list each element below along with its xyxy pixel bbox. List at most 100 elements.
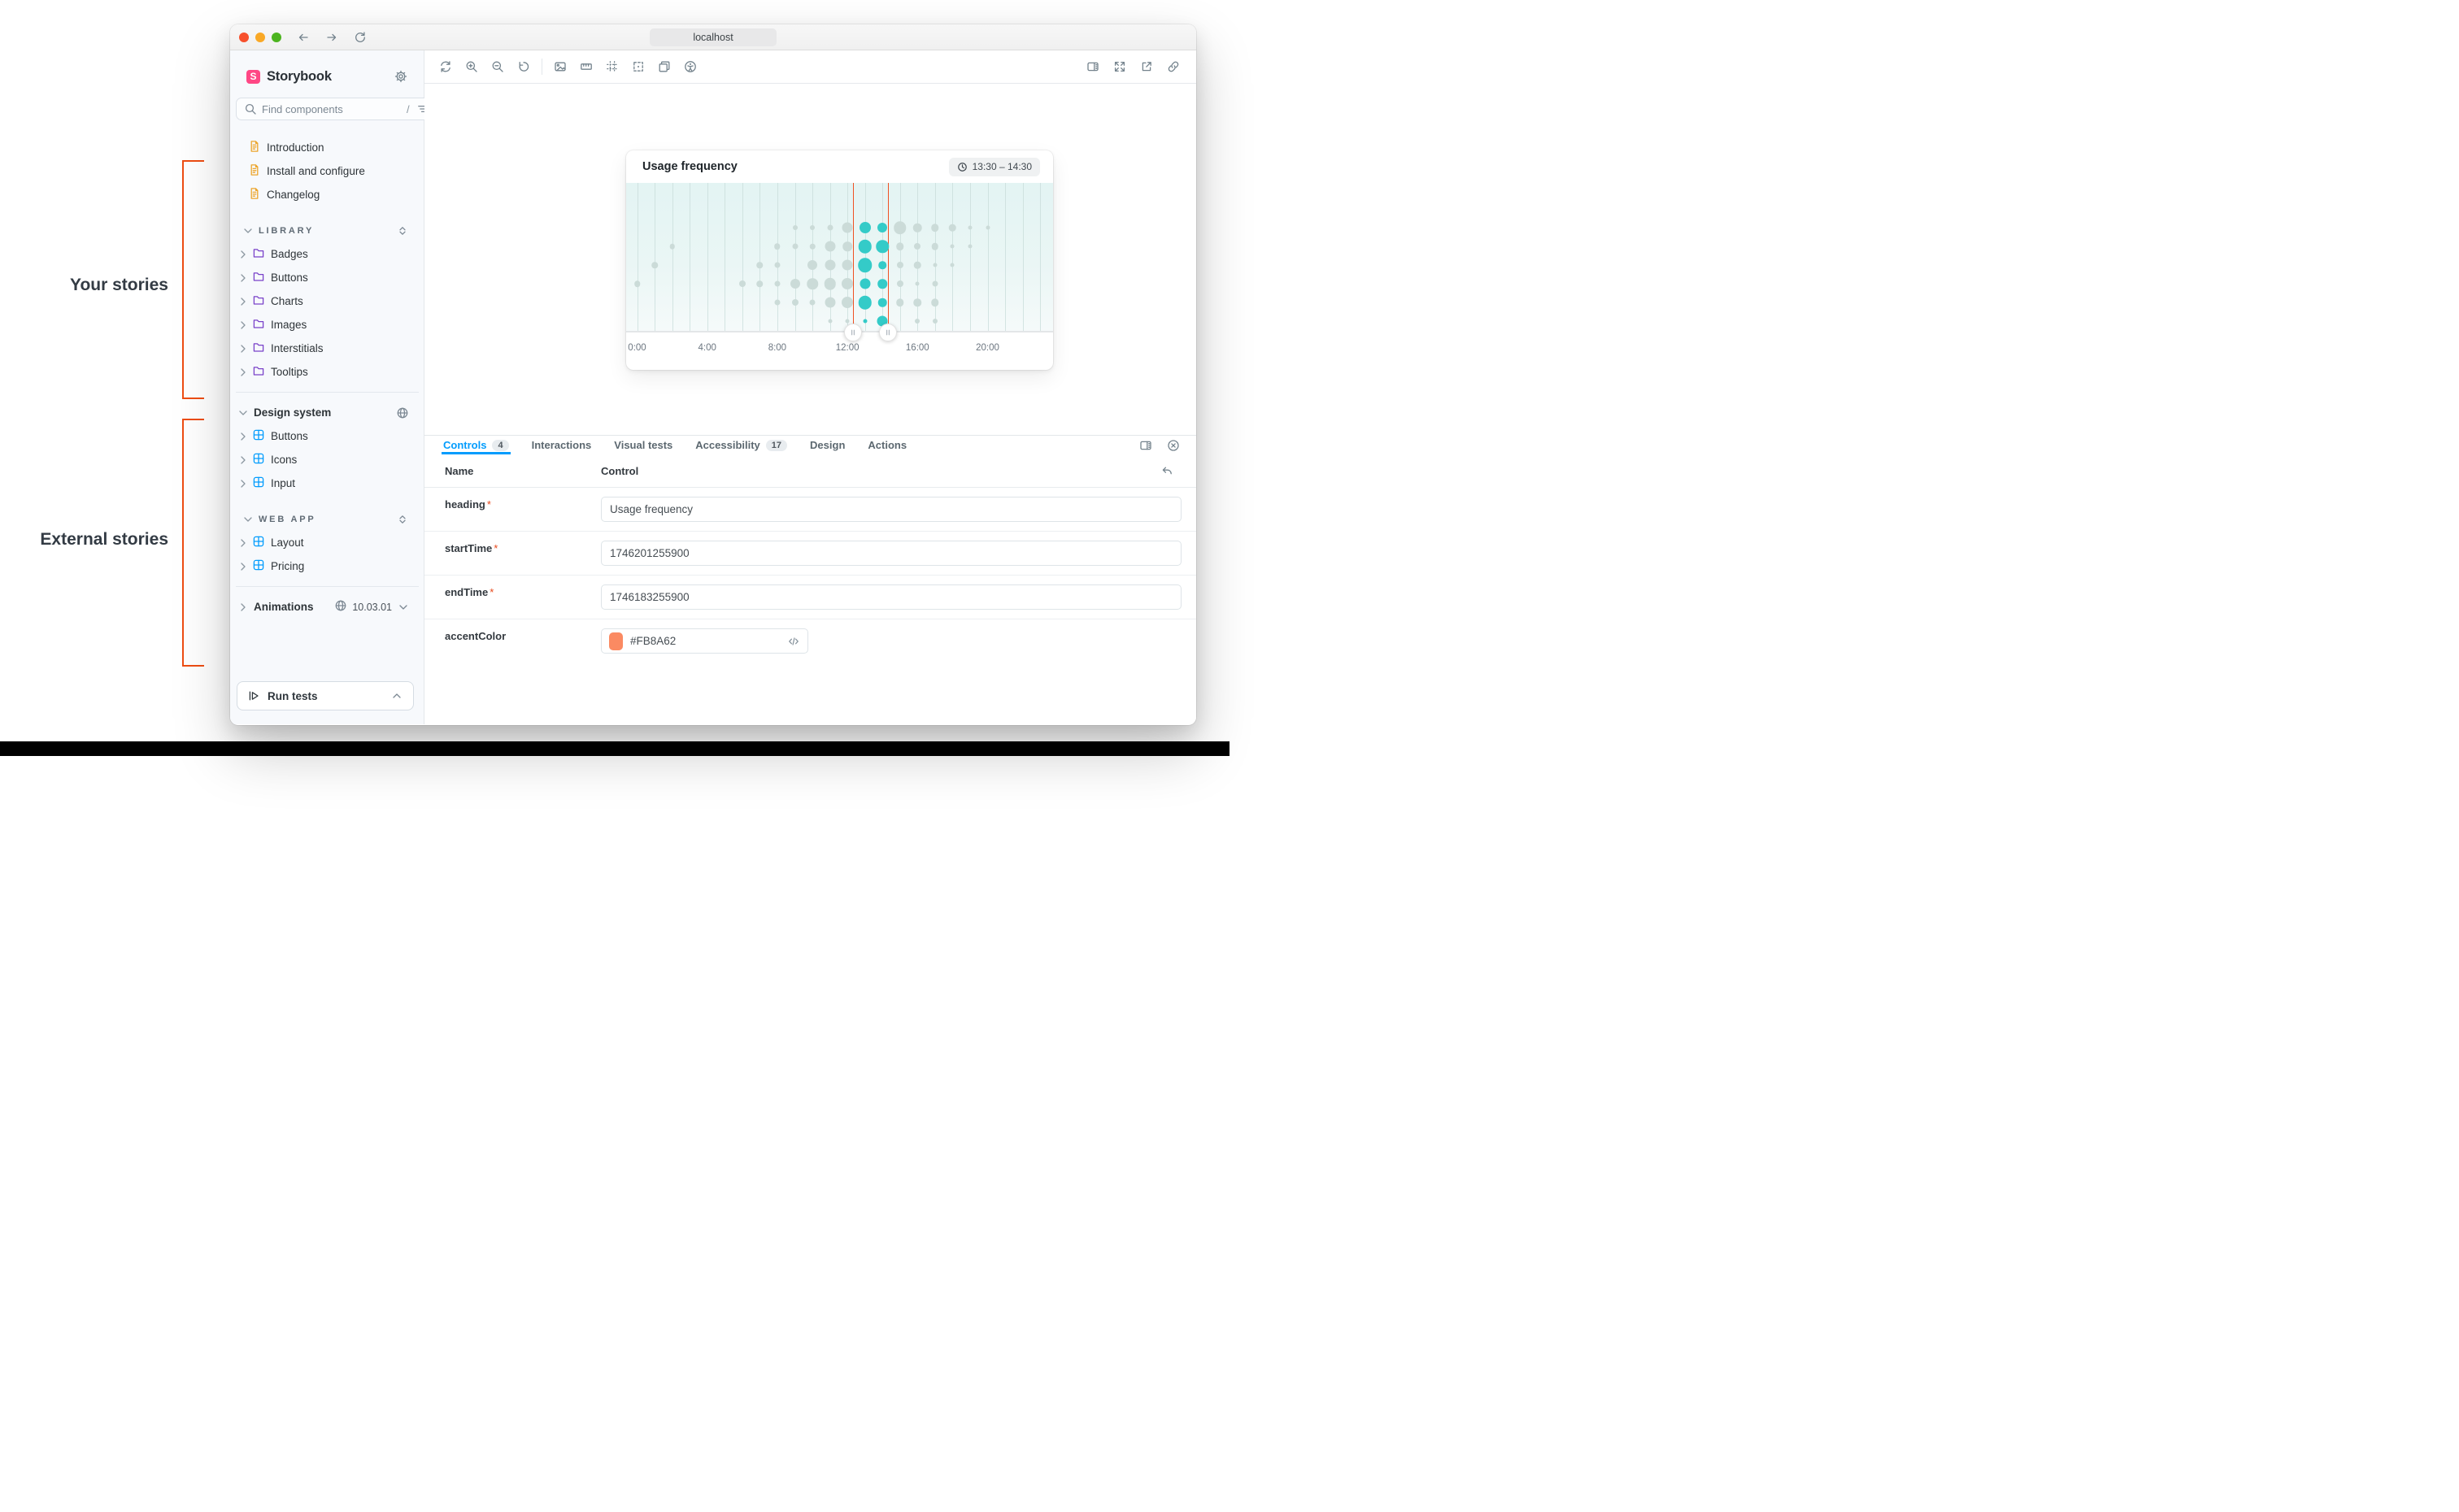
control-row-startTime: startTime * [424, 532, 1196, 576]
address-bar[interactable]: localhost [650, 28, 777, 46]
x-axis: 0:00 4:00 8:00 12:00 16:00 20:00 [626, 332, 1053, 370]
run-tests-button[interactable]: Run tests [237, 681, 414, 710]
bubble [807, 278, 818, 289]
toolbar-zoom-out-button[interactable] [488, 57, 507, 76]
sidebar-component-icons[interactable]: Icons [230, 448, 424, 471]
toolbar-outline-button[interactable] [629, 57, 648, 76]
toolbar-ruler-button[interactable] [577, 57, 596, 76]
bubble [790, 279, 800, 289]
component-icon [252, 535, 265, 548]
browser-forward-button[interactable] [324, 30, 339, 45]
annotation-your-stories: Your stories [70, 276, 168, 294]
selected-bubble [863, 319, 868, 324]
folder-icon [252, 270, 265, 283]
component-icon [252, 428, 265, 441]
sidebar-root-animations[interactable]: Animations 10.03.01 [230, 595, 424, 619]
tab-accessibility[interactable]: Accessibility 17 [695, 436, 788, 454]
globe-button[interactable] [396, 406, 409, 419]
sidebar-folder-badges[interactable]: Badges [230, 242, 424, 266]
sidebar-item-introduction[interactable]: Introduction [230, 136, 424, 159]
sidebar-folder-interstitials[interactable]: Interstitials [230, 337, 424, 360]
tab-design[interactable]: Design [810, 436, 845, 454]
expand-all-button[interactable] [396, 224, 409, 237]
sidebar-folder-images[interactable]: Images [230, 313, 424, 337]
addon-tabs: Controls 4 Interactions Visual tests Acc… [424, 436, 1196, 454]
item-label: Design system [254, 406, 332, 419]
minimize-window-button[interactable] [255, 32, 265, 42]
browser-back-button[interactable] [296, 30, 311, 45]
bubble [932, 280, 938, 287]
search-input[interactable] [262, 102, 405, 115]
close-panel-button[interactable] [1164, 436, 1183, 455]
axis-tick-label: 8:00 [768, 343, 787, 353]
close-window-button[interactable] [239, 32, 249, 42]
range-end-line [887, 183, 890, 331]
toolbar-grid-button[interactable] [603, 57, 622, 76]
toolbar-image-button[interactable] [551, 57, 570, 76]
sidebar-item-install-and-configure[interactable]: Install and configure [230, 159, 424, 183]
bubble [931, 242, 939, 250]
zoom-window-button[interactable] [272, 32, 281, 42]
text-control-endTime[interactable] [601, 584, 1182, 610]
expand-all-button[interactable] [396, 513, 409, 526]
sidebar-root-design-system[interactable]: Design system [230, 401, 424, 424]
sidebar-folder-buttons[interactable]: Buttons [230, 266, 424, 289]
toolbar-zoom-reset-button[interactable] [514, 57, 533, 76]
text-control-startTime[interactable] [601, 541, 1182, 566]
toolbar-sync-button[interactable] [436, 57, 455, 76]
sidebar-component-pricing[interactable]: Pricing [230, 554, 424, 578]
tab-controls[interactable]: Controls 4 [442, 436, 511, 454]
toolbar-accessibility-button[interactable] [681, 57, 700, 76]
browser-reload-button[interactable] [353, 30, 368, 45]
bubble [842, 297, 854, 308]
bubble [774, 262, 781, 268]
selected-bubble [858, 295, 872, 310]
sidebar-item-changelog[interactable]: Changelog [230, 183, 424, 206]
sidebar-folder-charts[interactable]: Charts [230, 289, 424, 313]
page: Your stories External stories localhost … [0, 0, 1230, 756]
bubble [896, 298, 904, 306]
toolbar-stack-button[interactable] [655, 57, 674, 76]
item-label: Charts [271, 295, 303, 307]
sidebar-folder-tooltips[interactable]: Tooltips [230, 360, 424, 384]
sidebar-component-layout[interactable]: Layout [230, 531, 424, 554]
reset-controls-button[interactable] [1157, 461, 1177, 480]
range-handle-start[interactable] [843, 324, 862, 341]
tab-interactions[interactable]: Interactions [532, 436, 592, 454]
color-swatch[interactable] [609, 632, 623, 650]
text-control-heading[interactable] [601, 497, 1182, 522]
toolbar-external-button[interactable] [1137, 57, 1156, 76]
code-icon[interactable] [787, 635, 800, 648]
toolbar-zoom-in-button[interactable] [462, 57, 481, 76]
tab-visual-tests[interactable]: Visual tests [614, 436, 672, 454]
selected-bubble [878, 261, 886, 269]
settings-gear-icon[interactable] [391, 67, 411, 86]
bubble [774, 280, 781, 287]
required-asterisk: * [486, 498, 491, 511]
chevron-right-icon [237, 272, 250, 285]
required-asterisk: * [494, 542, 498, 554]
color-control-accentColor[interactable]: #FB8A62 [601, 628, 808, 654]
sidebar-component-buttons[interactable]: Buttons [230, 424, 424, 448]
bubble [825, 297, 836, 308]
gridline [742, 183, 743, 331]
toolbar-panel-right-button[interactable] [1083, 57, 1103, 76]
axis-tick-label: 20:00 [976, 343, 999, 353]
sidebar-component-input[interactable]: Input [230, 471, 424, 495]
chevron-right-icon [237, 248, 250, 261]
toolbar-link-button[interactable] [1164, 57, 1183, 76]
sidebar-section-web-app[interactable]: WEB APP [230, 507, 424, 531]
chevron-up-icon[interactable] [390, 689, 403, 702]
screen-bottom-bar [0, 741, 1230, 756]
range-handle-end[interactable] [878, 324, 897, 341]
tab-actions[interactable]: Actions [868, 436, 907, 454]
item-label: Images [271, 319, 307, 331]
version-select[interactable]: 10.03.01 [352, 601, 392, 613]
panel-position-button[interactable] [1136, 436, 1156, 455]
search-box[interactable]: / [236, 98, 437, 120]
chevron-down-icon[interactable] [397, 601, 410, 614]
toolbar-fullscreen-button[interactable] [1110, 57, 1129, 76]
item-label: Input [271, 477, 296, 489]
chevron-right-icon [237, 537, 250, 550]
sidebar-section-library[interactable]: LIBRARY [230, 219, 424, 242]
